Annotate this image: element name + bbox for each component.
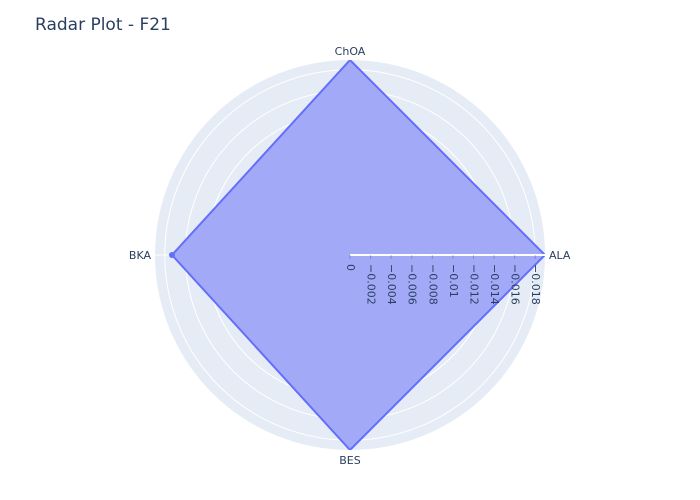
radial-tick-label: −0.002 <box>365 264 378 305</box>
data-markers <box>168 252 175 258</box>
radial-tick-label: −0.008 <box>426 264 439 305</box>
radial-tick-label: −0.016 <box>509 264 522 305</box>
chart-title: Radar Plot - F21 <box>35 15 171 35</box>
axis-label-choa: ChOA <box>335 45 366 58</box>
radial-tick-label: −0.004 <box>385 264 398 305</box>
radial-tick-label: −0.018 <box>529 264 542 305</box>
axis-label-bka: BKA <box>129 249 152 262</box>
radial-tick-label: −0.012 <box>467 264 480 305</box>
radial-tick-label: −0.006 <box>406 264 419 305</box>
radial-tick-label: −0.01 <box>447 264 460 298</box>
axis-label-bes: BES <box>339 454 360 467</box>
radial-tick-label: 0 <box>344 264 357 271</box>
radial-tick-label: −0.014 <box>488 264 501 305</box>
data-point-bka <box>168 252 175 258</box>
axis-label-ala: ALA <box>549 249 571 262</box>
angular-axis-labels: ALA ChOA BKA BES <box>129 45 571 467</box>
radial-ticks: 0 −0.002 −0.004 −0.006 −0.008 −0.01 −0.012 −0.0… <box>344 255 542 305</box>
